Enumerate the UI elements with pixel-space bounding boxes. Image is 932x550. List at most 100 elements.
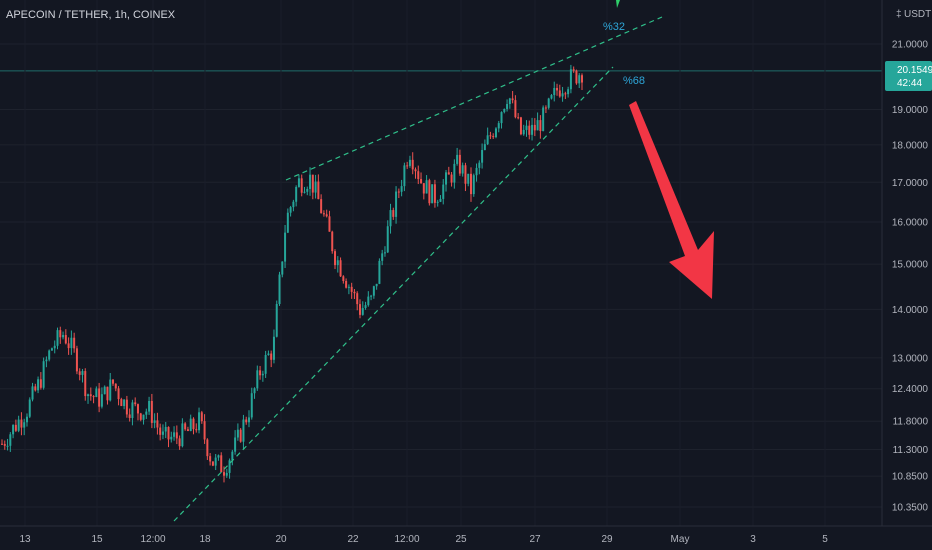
x-tick-label: 12:00	[140, 534, 165, 545]
candle-body	[278, 274, 281, 305]
candle-body	[87, 394, 90, 397]
candle-body	[6, 445, 9, 447]
candle-body	[578, 75, 581, 84]
candle-body	[314, 181, 317, 193]
candle-body	[28, 399, 31, 417]
x-tick-label: May	[671, 534, 690, 545]
candle-body	[253, 388, 256, 394]
candle-body	[533, 124, 536, 131]
candle-body	[114, 383, 117, 389]
candle-body	[239, 429, 242, 442]
candle-body	[406, 165, 409, 167]
candle-body	[450, 174, 453, 183]
candle-body	[522, 129, 525, 135]
candle-body	[367, 296, 370, 306]
candle-body	[50, 348, 53, 351]
candle-body	[186, 429, 189, 431]
candle-body	[431, 184, 434, 204]
candle-body	[142, 414, 145, 420]
candle-body	[203, 421, 206, 440]
candle-body	[48, 350, 51, 360]
x-tick-label: 13	[19, 534, 31, 545]
candle-body	[358, 304, 361, 315]
candle-body	[322, 213, 325, 215]
candle-body	[164, 426, 167, 432]
candle-body	[100, 394, 103, 407]
y-tick-label: 13.0000	[892, 353, 929, 364]
candle-body	[372, 286, 375, 296]
candle-body	[494, 128, 497, 138]
x-axis: 13 15 12:00 18 20 22 12:00 25 27 29 May 3 5	[19, 534, 828, 545]
candle-body	[209, 456, 212, 462]
candle-body	[78, 371, 81, 375]
candle-body	[3, 443, 6, 446]
candle-body	[525, 125, 528, 130]
candle-body	[195, 429, 198, 431]
candle-body	[214, 457, 217, 466]
candle-body	[420, 179, 423, 184]
candle-body	[148, 400, 151, 412]
candle-body	[417, 171, 420, 180]
candle-body	[544, 107, 547, 109]
candle-body	[506, 104, 509, 109]
candle-body	[478, 162, 481, 168]
candle-body	[117, 388, 120, 400]
candle-body	[361, 308, 364, 315]
candle-body	[553, 87, 556, 96]
candle-body	[159, 427, 162, 435]
candle-body	[347, 286, 350, 288]
candle-body	[56, 330, 59, 346]
candle-body	[53, 345, 56, 349]
candle-body	[492, 136, 495, 138]
candle-body	[14, 424, 17, 431]
candle-body	[136, 404, 139, 414]
candle-body	[150, 400, 153, 423]
candle-body	[519, 117, 522, 135]
y-tick-label: 19.0000	[892, 105, 929, 116]
candle-body	[483, 144, 486, 151]
candle-body	[561, 93, 564, 97]
candle-body	[103, 386, 106, 395]
candle-body	[153, 420, 156, 423]
candle-body	[356, 293, 359, 305]
candle-body	[156, 420, 159, 428]
y-tick-label: 18.0000	[892, 140, 929, 151]
candle-body	[414, 169, 417, 172]
candle-body	[411, 159, 414, 170]
y-tick-label: 11.3000	[893, 445, 929, 456]
candle-body	[95, 388, 98, 397]
candle-body	[9, 434, 12, 446]
candle-body	[109, 379, 112, 401]
candle-body	[397, 191, 400, 193]
candles	[1, 64, 583, 483]
y-tick-label: 21.0000	[892, 40, 929, 51]
candle-body	[489, 135, 492, 137]
x-tick-label: 22	[347, 534, 359, 545]
candle-body	[59, 330, 62, 338]
candle-body	[170, 436, 173, 440]
candle-body	[453, 163, 456, 183]
candle-body	[342, 276, 345, 282]
candle-body	[184, 423, 187, 430]
green-arrow-tip	[616, 0, 620, 8]
candle-body	[92, 396, 95, 398]
candle-body	[386, 226, 389, 253]
candle-body	[39, 379, 42, 388]
candle-body	[125, 399, 128, 415]
candle-body	[500, 112, 503, 124]
candle-body	[456, 154, 459, 164]
lower-trendline	[173, 66, 614, 522]
candle-body	[331, 231, 334, 252]
candle-body	[223, 472, 226, 476]
candle-body	[211, 461, 214, 466]
candle-body	[73, 337, 76, 349]
candle-body	[311, 174, 314, 193]
candle-body	[31, 386, 34, 400]
last-price-badge	[885, 61, 932, 91]
candle-body	[289, 207, 292, 213]
last-price-label: 20.1549	[897, 65, 932, 76]
candle-body	[34, 386, 37, 391]
candle-body	[445, 172, 448, 185]
